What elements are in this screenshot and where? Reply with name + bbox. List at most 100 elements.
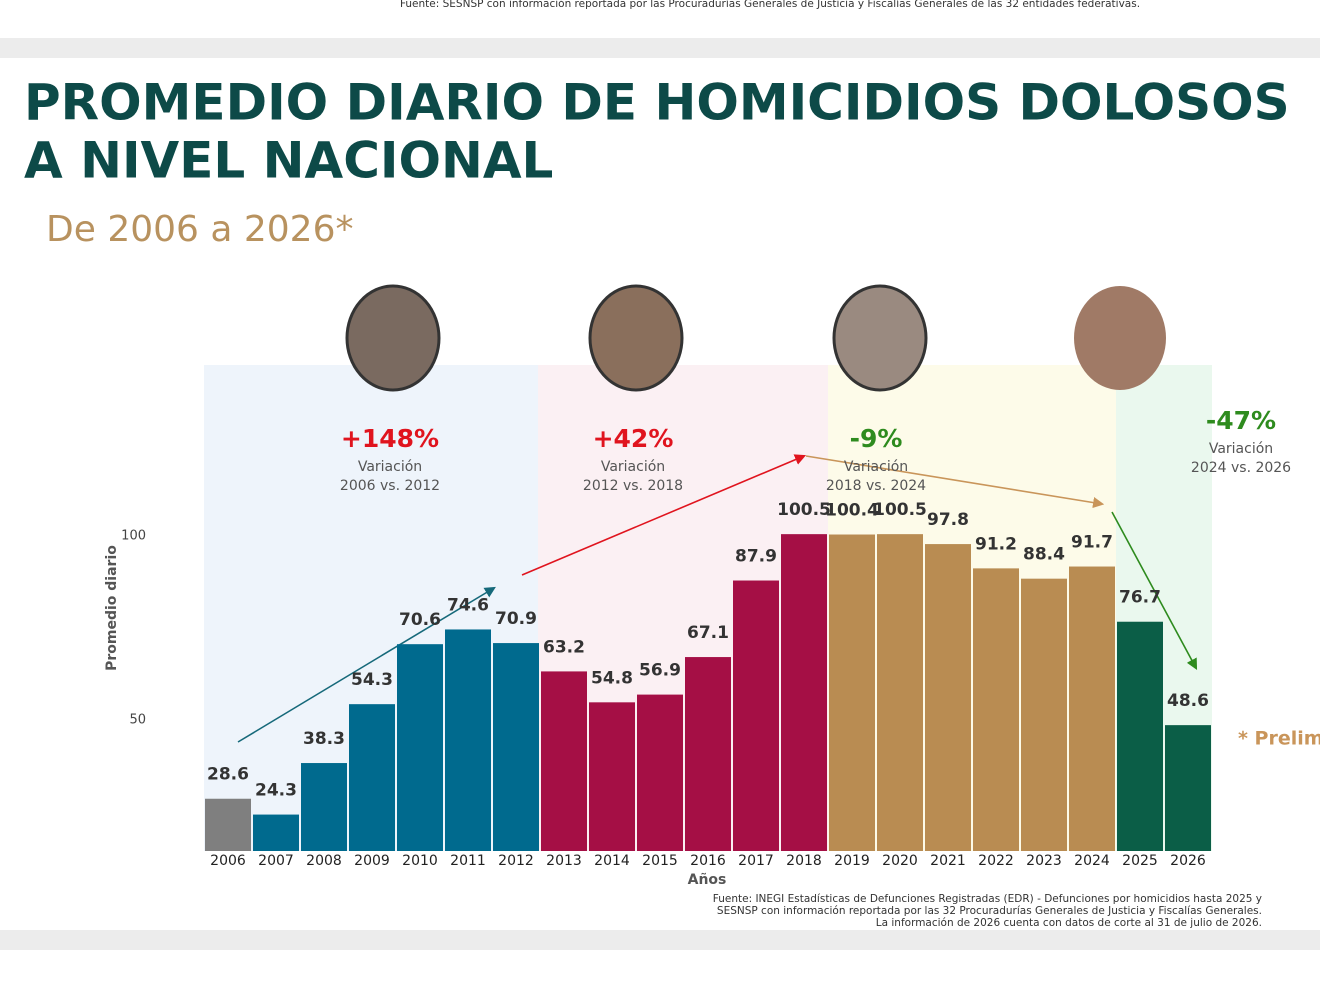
y-tick-label: 100	[121, 528, 146, 543]
x-tick-label: 2014	[594, 853, 630, 869]
value-label: 54.3	[351, 670, 393, 690]
bar	[1117, 621, 1163, 851]
value-label: 48.6	[1167, 691, 1209, 711]
x-tick-label: 2025	[1122, 853, 1158, 869]
x-tick-label: 2022	[978, 853, 1014, 869]
value-label: 100.4	[825, 501, 879, 521]
portraits	[345, 284, 1166, 392]
bar	[541, 671, 587, 851]
bar	[685, 657, 731, 851]
variation-label: Variación	[601, 459, 665, 475]
trend-arrow	[805, 455, 1105, 509]
value-label: 70.6	[399, 610, 441, 630]
bar	[205, 798, 251, 851]
x-tick-label: 2009	[354, 853, 390, 869]
variation-value: -47%	[1206, 406, 1276, 435]
bar	[925, 544, 971, 851]
variation-range: 2006 vs. 2012	[340, 478, 440, 494]
variation-range: 2018 vs. 2024	[826, 478, 926, 494]
y-tick-label: 50	[129, 712, 146, 727]
x-axis-label: Años	[688, 872, 727, 888]
source: La información de 2026 cuenta con datos …	[876, 917, 1262, 929]
x-tick-label: 2006	[210, 853, 246, 869]
value-label: 70.9	[495, 609, 537, 629]
x-tick-label: 2007	[258, 853, 294, 869]
chart-title: A NIVEL NACIONAL	[24, 132, 553, 190]
x-tick-label: 2021	[930, 853, 966, 869]
x-tick-label: 2011	[450, 853, 486, 869]
portrait	[588, 284, 684, 392]
x-tick-label: 2023	[1026, 853, 1062, 869]
top-source: Fuente: SESNSP con información reportada…	[400, 0, 1140, 10]
x-tick-label: 2010	[402, 853, 438, 869]
value-label: 24.3	[255, 781, 297, 801]
bar	[637, 694, 683, 851]
value-label: 88.4	[1023, 545, 1065, 565]
x-tick-label: 2024	[1074, 853, 1110, 869]
variation-value: +148%	[341, 424, 439, 453]
bar	[397, 644, 443, 851]
x-tick-label: 2019	[834, 853, 870, 869]
note: * Prelim	[1238, 728, 1320, 750]
separator	[0, 38, 1320, 58]
x-tick-label: 2008	[306, 853, 342, 869]
value-label: 91.7	[1071, 533, 1113, 553]
value-label: 100.5	[777, 500, 831, 520]
variation-range: 2024 vs. 2026	[1191, 460, 1291, 476]
trend-arrow	[1111, 511, 1198, 670]
value-label: 100.5	[873, 500, 927, 520]
bar	[877, 534, 923, 851]
portrait	[832, 284, 928, 392]
bar	[301, 763, 347, 851]
bar	[445, 629, 491, 851]
x-tick-label: 2020	[882, 853, 918, 869]
trend-arrow	[521, 454, 807, 576]
source: SESNSP con información reportada por las…	[717, 905, 1262, 917]
bar	[781, 534, 827, 851]
value-label: 28.6	[207, 765, 249, 785]
bar	[1069, 566, 1115, 851]
variation-label: Variación	[358, 459, 422, 475]
value-label: 67.1	[687, 623, 729, 643]
bar	[973, 568, 1019, 851]
bar	[733, 580, 779, 851]
x-tick-label: 2012	[498, 853, 534, 869]
value-label: 97.8	[927, 510, 969, 530]
period-background	[828, 365, 1116, 851]
value-label: 54.8	[591, 668, 633, 688]
variation-value: -9%	[850, 424, 903, 453]
chart-title: PROMEDIO DIARIO DE HOMICIDIOS DOLOSOS	[24, 74, 1290, 132]
value-label: 38.3	[303, 729, 345, 749]
bar	[493, 643, 539, 851]
source: Fuente: INEGI Estadísticas de Defuncione…	[713, 893, 1262, 905]
bar	[253, 814, 299, 851]
bar	[1021, 578, 1067, 851]
value-label: 63.2	[543, 637, 585, 657]
bar	[829, 534, 875, 851]
variation-label: Variación	[1209, 441, 1273, 457]
trend-arrow	[237, 586, 496, 743]
y-axis-label: Promedio diario	[104, 545, 120, 671]
variation-range: 2012 vs. 2018	[583, 478, 683, 494]
x-tick-label: 2026	[1170, 853, 1206, 869]
value-label: 76.7	[1119, 588, 1161, 608]
chart-subtitle: De 2006 a 2026*	[46, 209, 354, 250]
value-label: 91.2	[975, 534, 1017, 554]
value-label: 87.9	[735, 547, 777, 567]
value-label: 74.6	[447, 595, 489, 615]
value-label: 56.9	[639, 661, 681, 681]
separator	[0, 930, 1320, 950]
bar	[589, 702, 635, 851]
portrait	[1074, 286, 1166, 390]
x-tick-label: 2015	[642, 853, 678, 869]
portrait	[345, 284, 441, 392]
bar	[349, 704, 395, 851]
x-tick-label: 2018	[786, 853, 822, 869]
x-tick-label: 2013	[546, 853, 582, 869]
variation-value: +42%	[593, 424, 674, 453]
variation-label: Variación	[844, 459, 908, 475]
x-tick-label: 2017	[738, 853, 774, 869]
x-tick-label: 2016	[690, 853, 726, 869]
